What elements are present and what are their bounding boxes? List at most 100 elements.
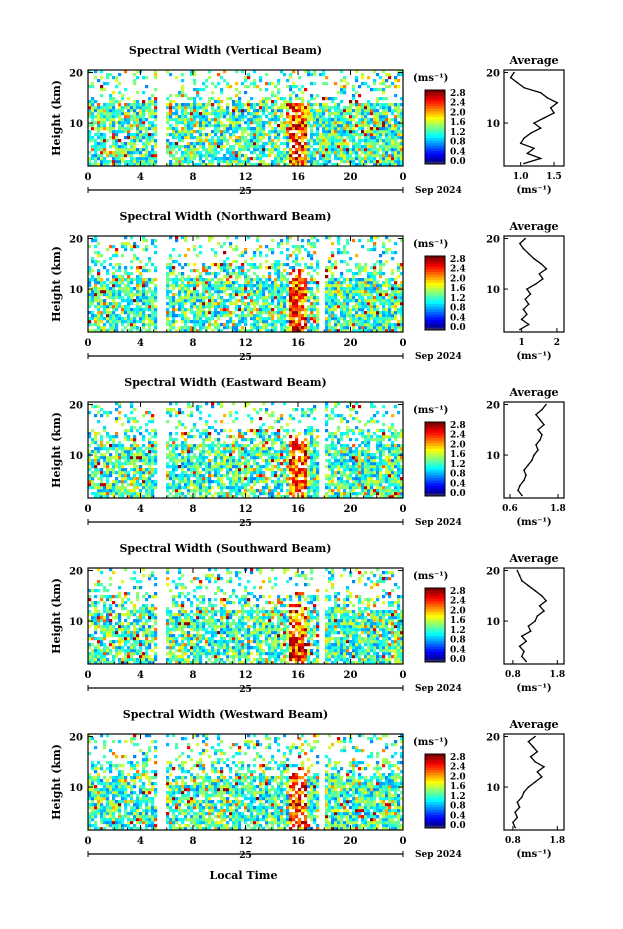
average-profile-point: [526, 152, 529, 155]
heatmap-cell: [364, 109, 368, 113]
heatmap-cell: [271, 323, 275, 327]
heatmap-cell: [88, 462, 92, 466]
heatmap-cell: [319, 139, 323, 143]
heatmap-cell: [196, 151, 200, 155]
heatmap-cell: [172, 112, 176, 116]
heatmap-cell: [301, 97, 305, 101]
x-tick-label: 12: [239, 338, 253, 349]
heatmap-cell: [298, 127, 302, 131]
x-tick-label: 0: [400, 338, 407, 349]
heatmap-cell: [301, 100, 305, 104]
heatmap-cell: [388, 73, 392, 77]
heatmap-cell: [301, 314, 305, 318]
heatmap-cell: [328, 236, 332, 240]
heatmap-cell: [391, 133, 395, 137]
heatmap-cell: [256, 290, 260, 294]
heatmap-cell: [142, 293, 146, 297]
heatmap-cell: [370, 88, 374, 92]
heatmap-cell: [388, 248, 392, 252]
heatmap-cell: [151, 100, 155, 104]
heatmap-cell: [253, 112, 257, 116]
heatmap-cell: [358, 278, 362, 282]
heatmap-cell: [199, 251, 203, 255]
heatmap-cell: [130, 326, 134, 330]
heatmap-cell: [295, 133, 299, 137]
heatmap-cell: [106, 118, 110, 122]
heatmap-cell: [88, 329, 92, 333]
colorbar-segment: [425, 314, 445, 318]
heatmap-cell: [316, 290, 320, 294]
heatmap-cell: [202, 323, 206, 327]
heatmap-cell: [328, 151, 332, 155]
heatmap-cell: [172, 465, 176, 469]
heatmap-cell: [199, 314, 203, 318]
heatmap-cell: [271, 127, 275, 131]
heatmap-cell: [241, 103, 245, 107]
heatmap-cell: [394, 314, 398, 318]
heatmap-cell: [124, 462, 128, 466]
heatmap-cell: [247, 305, 251, 309]
heatmap-cell: [226, 314, 230, 318]
heatmap-cell: [187, 287, 191, 291]
heatmap-cell: [175, 124, 179, 128]
heatmap-cell: [118, 405, 122, 409]
heatmap-cell: [397, 148, 401, 152]
heatmap-cell: [400, 97, 404, 101]
heatmap-cell: [88, 477, 92, 481]
heatmap-cell: [280, 157, 284, 161]
heatmap-cell: [256, 136, 260, 140]
heatmap-cell: [385, 326, 389, 330]
heatmap-cell: [205, 148, 209, 152]
heatmap-cell: [154, 471, 158, 475]
heatmap-cell: [364, 130, 368, 134]
heatmap-cell: [271, 263, 275, 267]
heatmap-cell: [151, 311, 155, 315]
heatmap-cell: [88, 136, 92, 140]
heatmap-cell: [106, 293, 110, 297]
heatmap-cell: [316, 311, 320, 315]
heatmap-cell: [187, 154, 191, 158]
heatmap-cell: [115, 269, 119, 273]
heatmap-cell: [145, 468, 149, 472]
heatmap-cell: [220, 139, 224, 143]
heatmap-cell: [289, 305, 293, 309]
heatmap-cell: [304, 133, 308, 137]
heatmap-cell: [103, 456, 107, 460]
heatmap-cell: [301, 127, 305, 131]
heatmap-cell: [367, 296, 371, 300]
heatmap-cell: [373, 163, 377, 167]
heatmap-cell: [373, 130, 377, 134]
heatmap-cell: [208, 139, 212, 143]
heatmap-cell: [103, 151, 107, 155]
heatmap-cell: [118, 471, 122, 475]
heatmap-cell: [310, 281, 314, 285]
heatmap-cell: [289, 124, 293, 128]
heatmap-cell: [337, 115, 341, 119]
heatmap-cell: [277, 109, 281, 113]
heatmap-cell: [145, 447, 149, 451]
heatmap-cell: [148, 317, 152, 321]
heatmap-cell: [184, 133, 188, 137]
heatmap-cell: [253, 323, 257, 327]
heatmap-cell: [190, 320, 194, 324]
heatmap-cell: [256, 239, 260, 243]
heatmap-cell: [223, 136, 227, 140]
heatmap-cell: [304, 145, 308, 149]
heatmap-cell: [94, 236, 98, 240]
heatmap-cell: [322, 139, 326, 143]
heatmap-cell: [145, 429, 149, 433]
heatmap-cell: [235, 299, 239, 303]
heatmap-cell: [103, 474, 107, 478]
heatmap-cell: [217, 492, 221, 496]
heatmap-cell: [199, 320, 203, 324]
heatmap-cell: [301, 305, 305, 309]
heatmap-cell: [385, 121, 389, 125]
heatmap-cell: [280, 154, 284, 158]
heatmap-cell: [289, 85, 293, 89]
heatmap-cell: [115, 251, 119, 255]
heatmap-cell: [115, 154, 119, 158]
heatmap-cell: [316, 266, 320, 270]
heatmap-cell: [244, 79, 248, 83]
heatmap-cell: [199, 275, 203, 279]
heatmap-cell: [109, 160, 113, 164]
